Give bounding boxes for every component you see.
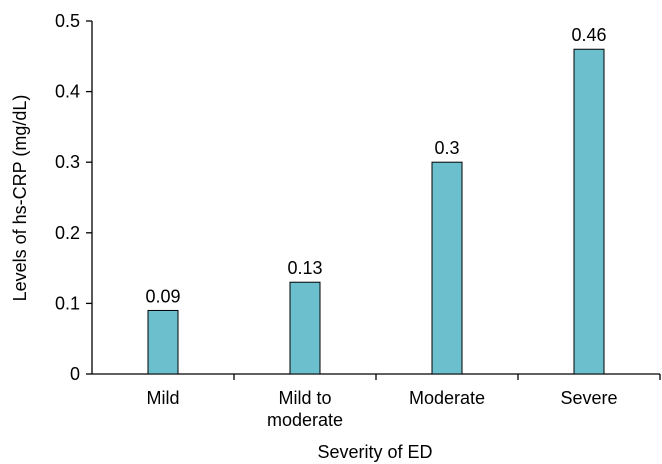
- data-labels: 0.09 0.13 0.3 0.46: [145, 25, 606, 306]
- x-axis: Mild Mild to moderate Moderate Severe: [92, 373, 661, 430]
- bars: [147, 48, 605, 375]
- x-tick-label: Mild to moderate: [267, 388, 343, 430]
- y-tick-label: 0.4: [55, 82, 80, 102]
- bar: [289, 281, 321, 375]
- data-label: 0.09: [145, 286, 180, 306]
- y-tick-label: 0.2: [55, 223, 80, 243]
- bar: [431, 161, 463, 375]
- y-axis-title: Levels of hs-CRP (mg/dL): [10, 95, 30, 302]
- bar: [573, 48, 605, 375]
- bar: [147, 309, 179, 375]
- y-tick-label: 0.3: [55, 152, 80, 172]
- y-tick-label: 0.1: [55, 293, 80, 313]
- x-tick-label: Severe: [560, 388, 617, 408]
- data-label: 0.46: [571, 25, 606, 45]
- x-tick-label: Moderate: [409, 388, 485, 408]
- y-tick-label: 0.5: [55, 11, 80, 31]
- y-axis: 0 0.1 0.2 0.3 0.4 0.5: [55, 11, 93, 384]
- y-tick-label: 0: [70, 364, 80, 384]
- x-tick-label: Mild: [146, 388, 179, 408]
- data-label: 0.3: [434, 138, 459, 158]
- x-axis-title: Severity of ED: [317, 442, 432, 462]
- data-label: 0.13: [287, 258, 322, 278]
